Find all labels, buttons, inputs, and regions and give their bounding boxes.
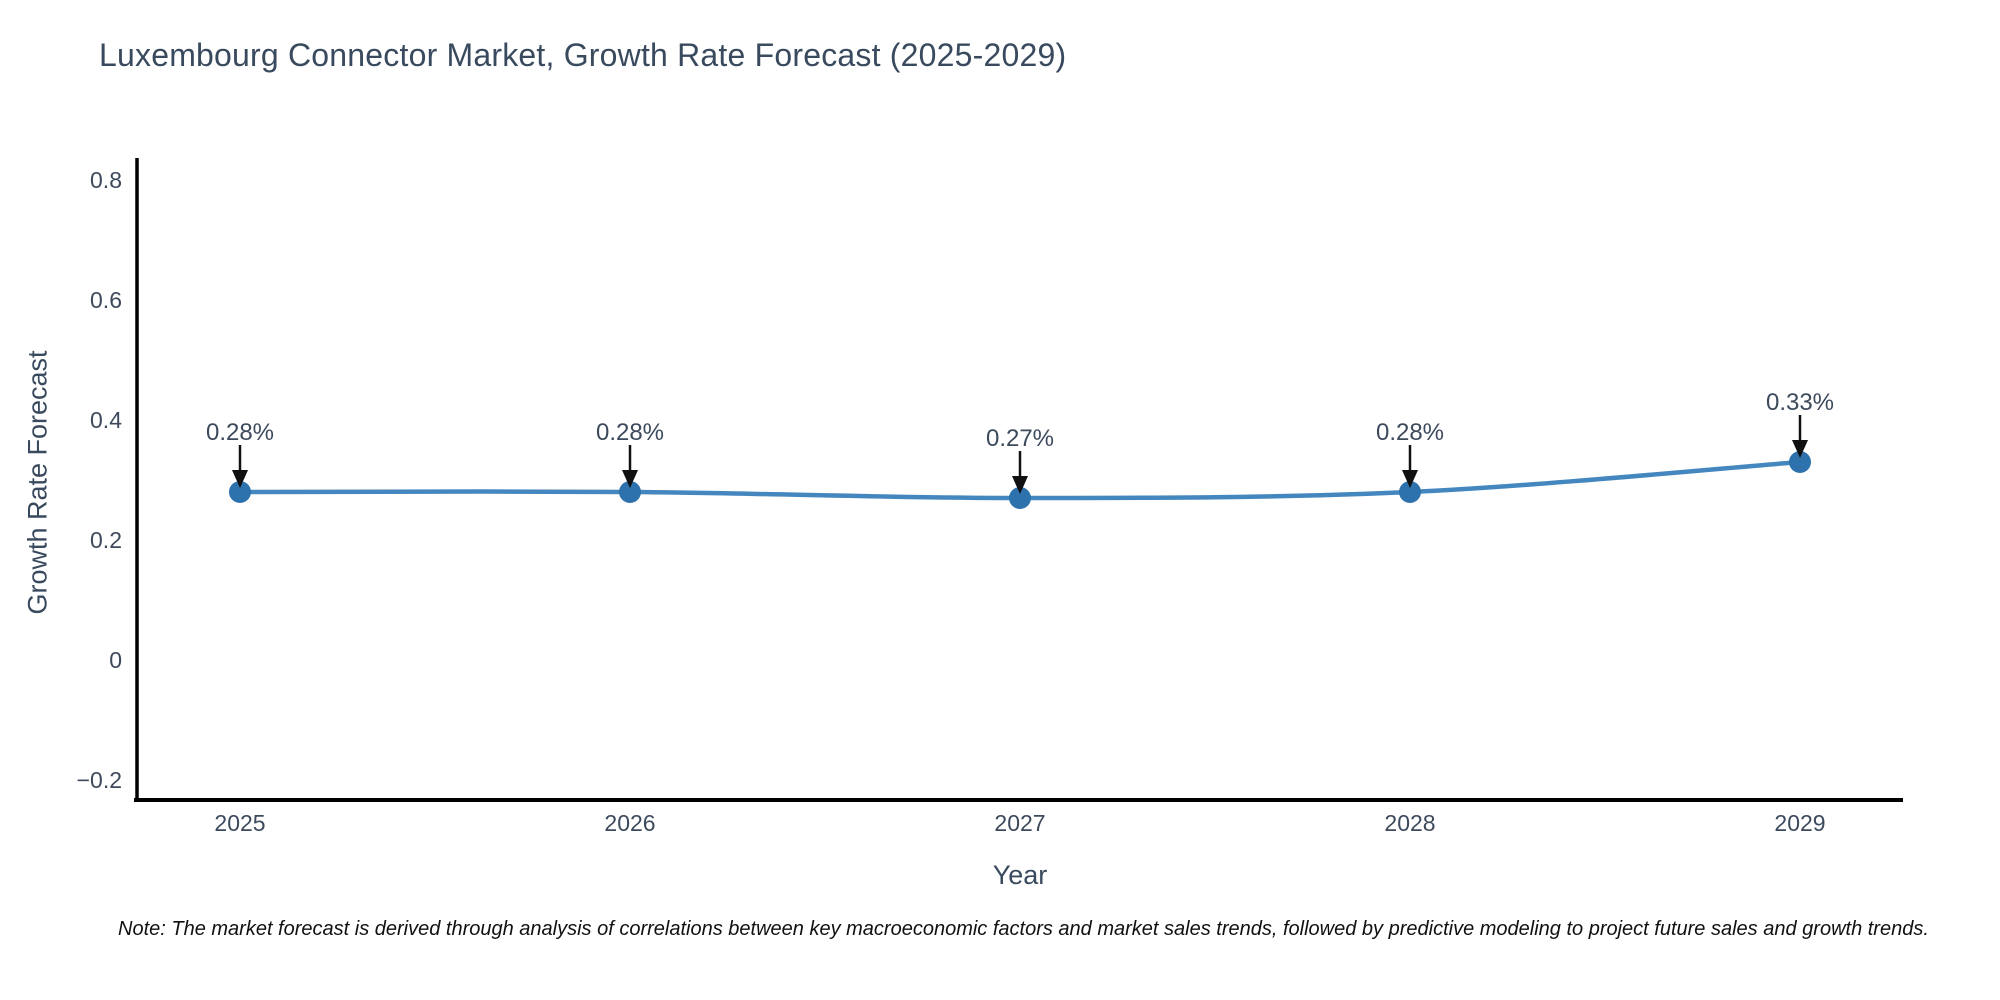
x-tick-label: 2027 [994,810,1045,836]
annotation-arrow-head [1792,440,1808,458]
annotation-arrow-head [1012,476,1028,494]
data-point-marker [619,481,641,503]
x-tick-label: 2028 [1384,810,1435,836]
annotation-label: 0.28% [1376,419,1444,446]
y-tick-label: 0.8 [90,167,122,193]
annotation-label: 0.28% [206,419,274,446]
x-axis-title: Year [992,860,1048,890]
annotation-arrow-head [232,470,248,488]
annotation-label: 0.28% [596,419,664,446]
footnote: Note: The market forecast is derived thr… [118,918,1929,940]
y-tick-label: 0.2 [90,527,122,553]
chart-title: Luxembourg Connector Market, Growth Rate… [99,37,1067,73]
x-tick-label: 2025 [214,810,265,836]
annotation-label: 0.27% [986,425,1054,452]
x-tick-label: 2026 [604,810,655,836]
data-point-marker [1399,481,1421,503]
data-point-marker [1009,487,1031,509]
annotation-arrow-head [622,470,638,488]
y-tick-label: −0.2 [77,767,122,793]
y-tick-label: 0.4 [90,407,122,433]
annotation-arrow-head [1402,470,1418,488]
data-point-marker [1789,451,1811,473]
data-point-marker [229,481,251,503]
y-tick-label: 0 [109,647,122,673]
x-tick-label: 2029 [1774,810,1825,836]
annotation-label: 0.33% [1766,389,1834,416]
y-tick-label: 0.6 [90,287,122,313]
